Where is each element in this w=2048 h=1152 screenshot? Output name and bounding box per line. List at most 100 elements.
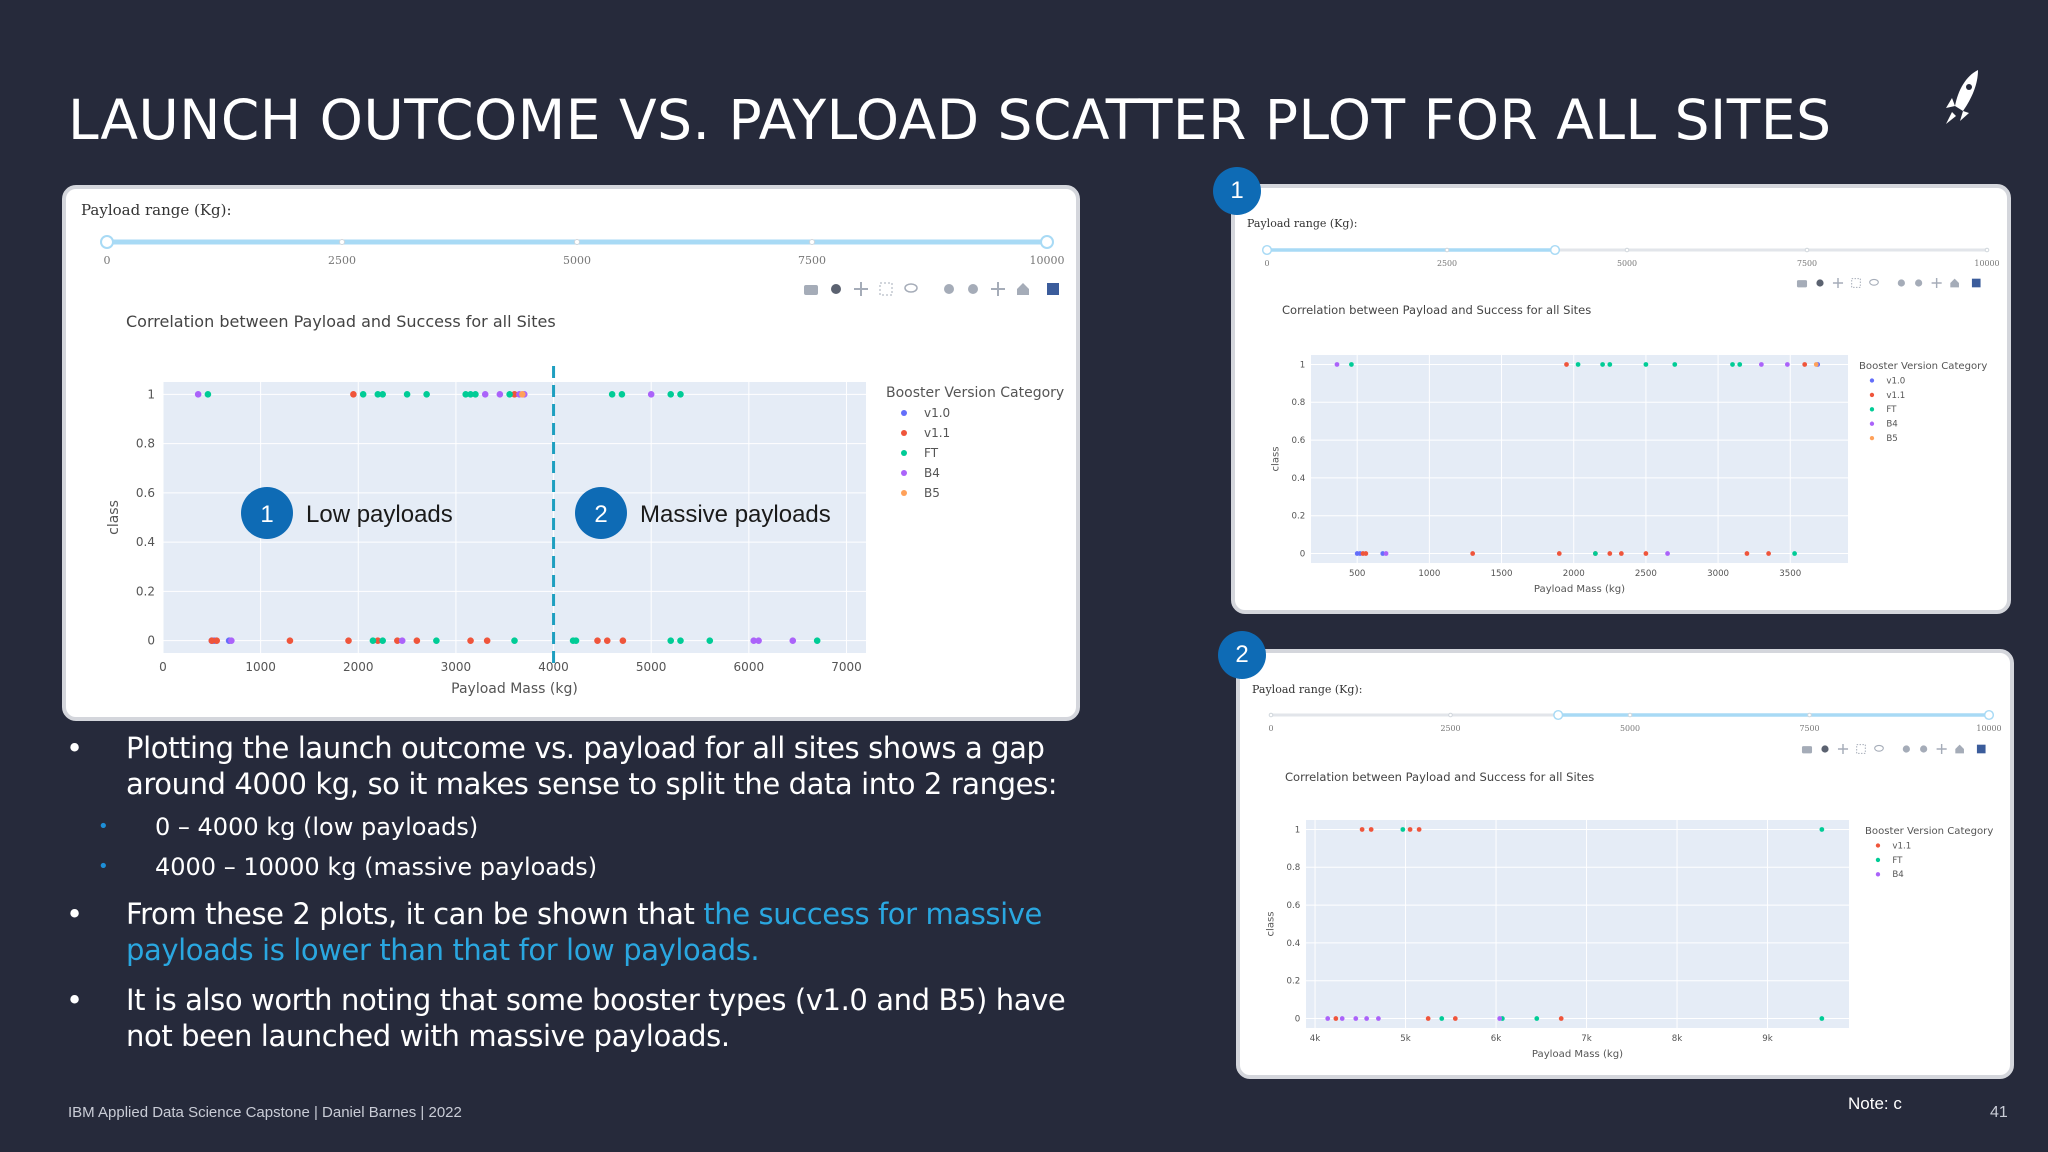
range-slider-handle[interactable] bbox=[1261, 244, 1273, 256]
range-slider-handle[interactable] bbox=[100, 235, 114, 249]
scatter-point-b4 bbox=[750, 637, 758, 644]
y-tick-label: 0.6 bbox=[1287, 901, 1301, 911]
scatter-point-ft bbox=[677, 637, 684, 644]
pan-icon[interactable] bbox=[1832, 277, 1844, 289]
legend-title: Booster Version Category bbox=[1865, 826, 1993, 837]
zoom-icon[interactable] bbox=[1816, 279, 1824, 287]
pan-icon-shape bbox=[854, 282, 868, 296]
range-slider-handle[interactable] bbox=[1553, 709, 1564, 721]
legend-label: B4 bbox=[1886, 420, 1897, 430]
reset-axes-icon[interactable] bbox=[1955, 744, 1964, 754]
zoom-icon[interactable] bbox=[831, 284, 841, 294]
plotly-logo-icon-shape bbox=[1976, 744, 1986, 754]
scatter-point-v1-1 bbox=[1607, 551, 1613, 556]
scatter-point-v1-1 bbox=[374, 637, 382, 644]
legend-marker bbox=[901, 430, 907, 436]
scatter-point-ft bbox=[379, 391, 386, 398]
zoom-in-icon[interactable] bbox=[1897, 279, 1905, 287]
box-select-icon[interactable] bbox=[1856, 744, 1866, 754]
scatter-point-v1-1 bbox=[213, 637, 221, 644]
scatter-point-ft bbox=[359, 391, 367, 398]
x-tick-label: 2000 bbox=[343, 660, 374, 674]
range-slider-handle[interactable] bbox=[1040, 235, 1054, 249]
scatter-point-ft bbox=[1819, 1016, 1825, 1021]
scatter-point-ft bbox=[472, 391, 479, 398]
autoscale-icon[interactable] bbox=[1936, 743, 1947, 755]
lasso-icon-shape bbox=[904, 283, 918, 293]
x-axis-label: Payload Mass (kg) bbox=[451, 681, 578, 697]
box-select-icon[interactable] bbox=[879, 282, 893, 296]
scatter-point-b4 bbox=[647, 391, 655, 398]
autoscale-icon[interactable] bbox=[1931, 277, 1942, 289]
scatter-point-b4 bbox=[228, 637, 235, 644]
autoscale-icon-shape bbox=[1931, 277, 1942, 289]
scatter-point-b4 bbox=[398, 637, 406, 644]
reset-axes-icon[interactable] bbox=[1017, 283, 1029, 295]
range-slider-handle[interactable] bbox=[1983, 709, 1995, 721]
scatter-point-ft bbox=[403, 391, 411, 398]
scatter-point-v1-1 bbox=[603, 637, 611, 644]
lasso-icon-shape bbox=[1869, 278, 1879, 286]
zoom-in-icon[interactable] bbox=[944, 284, 954, 294]
plotly-logo-icon-shape bbox=[1971, 278, 1981, 288]
plot-area bbox=[1306, 820, 1849, 1028]
box-select-icon-shape bbox=[1856, 744, 1866, 754]
lasso-icon[interactable] bbox=[904, 283, 918, 293]
y-tick-label: 1 bbox=[1295, 825, 1301, 835]
legend-label: B5 bbox=[924, 486, 940, 500]
range-slider-tick-label: 5000 bbox=[563, 254, 591, 267]
scatter-point-v1-1 bbox=[467, 637, 474, 644]
range-slider-tick-label: 0 bbox=[104, 254, 111, 267]
lasso-icon-shape bbox=[1874, 744, 1884, 752]
range-slider-tick-label: 2500 bbox=[328, 254, 356, 267]
zoom-out-icon[interactable] bbox=[968, 284, 978, 294]
annotation-label: Massive payloads bbox=[640, 501, 831, 528]
zoom-out-icon[interactable] bbox=[1920, 745, 1928, 753]
range-slider-dot bbox=[339, 239, 345, 245]
scatter-point-v1-1 bbox=[345, 637, 352, 644]
y-axis-label: class bbox=[1266, 911, 1277, 936]
scatter-point-v1-1 bbox=[1766, 551, 1771, 556]
scatter-point-ft bbox=[467, 391, 474, 398]
autoscale-icon[interactable] bbox=[991, 282, 1005, 296]
annotation-badge bbox=[575, 487, 627, 539]
x-tick-label: 1500 bbox=[1491, 569, 1513, 579]
pan-icon[interactable] bbox=[1837, 743, 1849, 755]
pan-icon[interactable] bbox=[854, 282, 868, 296]
scatter-point-b4 bbox=[1353, 1016, 1359, 1021]
lasso-icon[interactable] bbox=[1869, 278, 1879, 286]
plotly-logo-icon[interactable] bbox=[1976, 744, 1986, 754]
scatter-point-ft bbox=[677, 391, 684, 398]
camera-icon[interactable] bbox=[1801, 746, 1813, 754]
x-tick-label: 500 bbox=[1349, 569, 1365, 579]
range-slider-handle[interactable] bbox=[1549, 244, 1561, 256]
annotation-badge-number: 1 bbox=[260, 501, 273, 528]
bullet-item: From these 2 plots, it can be shown that… bbox=[66, 896, 1066, 968]
badge-one: 1 bbox=[1213, 167, 1261, 215]
reset-axes-icon[interactable] bbox=[1950, 278, 1959, 288]
scatter-point-b4 bbox=[1784, 362, 1790, 367]
x-axis-label: Payload Mass (kg) bbox=[1534, 584, 1625, 595]
y-tick-label: 0.8 bbox=[136, 437, 155, 451]
box-select-icon[interactable] bbox=[1851, 278, 1861, 288]
camera-icon-shape bbox=[1801, 746, 1813, 754]
zoom-icon[interactable] bbox=[1821, 745, 1829, 753]
zoom-out-icon[interactable] bbox=[1915, 279, 1923, 287]
range-slider-tick-label: 7500 bbox=[1799, 724, 1819, 733]
lasso-icon[interactable] bbox=[1874, 744, 1884, 752]
plotly-logo-icon[interactable] bbox=[1971, 278, 1981, 288]
zoom-in-icon[interactable] bbox=[1902, 745, 1910, 753]
legend-title: Booster Version Category bbox=[886, 385, 1064, 401]
legend-marker bbox=[1875, 857, 1881, 863]
plotly-logo-icon[interactable] bbox=[1047, 283, 1059, 295]
zoom-out-icon-shape bbox=[1920, 745, 1928, 753]
scatter-point-v1-1 bbox=[1359, 827, 1365, 832]
camera-icon[interactable] bbox=[804, 285, 818, 295]
y-tick-label: 0.6 bbox=[136, 486, 155, 500]
scatter-point-b4 bbox=[789, 637, 797, 644]
annotation-badge bbox=[241, 487, 293, 539]
scatter-point-v1-1 bbox=[394, 637, 401, 644]
camera-icon[interactable] bbox=[1796, 280, 1808, 288]
plot-area bbox=[1311, 355, 1848, 563]
